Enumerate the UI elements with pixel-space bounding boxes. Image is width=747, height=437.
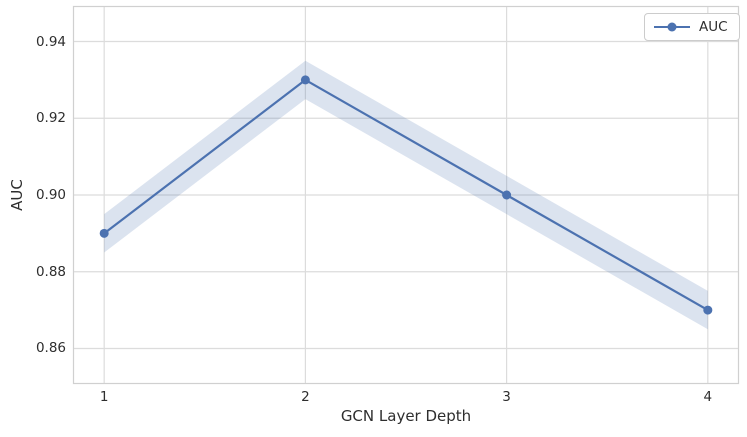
legend-label: AUC	[699, 19, 728, 35]
legend-line-marker-icon	[654, 22, 690, 32]
y-tick-label: 0.88	[35, 263, 66, 280]
y-tick-label: 0.86	[35, 340, 66, 357]
plot-border	[72, 5, 740, 385]
x-tick-label: 1	[99, 389, 109, 405]
data-point-marker	[703, 305, 713, 315]
confidence-band	[104, 60, 708, 330]
x-tick-label: 2	[301, 389, 310, 405]
x-axis-label: GCN Layer Depth	[340, 407, 472, 425]
data-point-marker	[300, 75, 310, 85]
y-tick-label: 0.92	[35, 110, 66, 127]
auc-line	[103, 78, 709, 312]
y-tick-label: 0.90	[35, 187, 66, 203]
legend: AUC	[644, 13, 740, 41]
x-tick-label: 4	[703, 389, 713, 405]
x-tick-label: 3	[502, 389, 511, 405]
data-point-marker	[502, 190, 512, 200]
y-tick-label: 0.94	[35, 33, 66, 50]
data-point-marker	[99, 228, 109, 238]
